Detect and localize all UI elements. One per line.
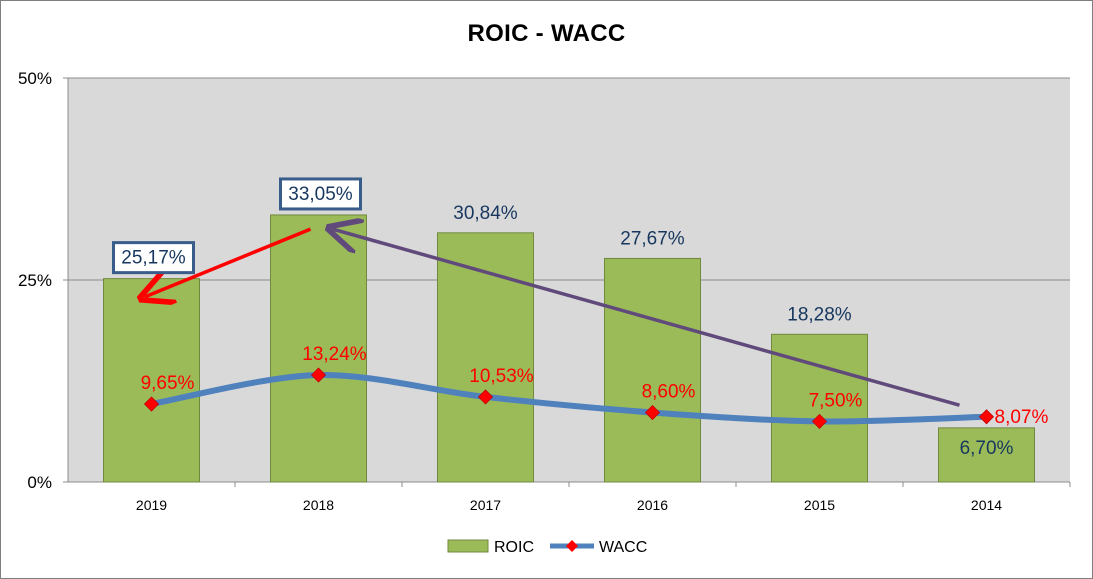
roic-bar-2016 <box>604 257 701 483</box>
roic-bar-2015 <box>771 333 868 483</box>
x-tick-label: 2018 <box>303 497 334 513</box>
roic-bar-2019 <box>103 278 200 483</box>
legend: ROIC WACC <box>447 539 647 556</box>
wacc-data-label: 10,53% <box>469 366 534 387</box>
x-axis-ticks: 2019 2018 2017 2016 2015 2014 <box>136 482 1071 513</box>
red-annotation-arrow <box>145 227 312 297</box>
highlight-box-2019 <box>112 241 195 275</box>
x-tick-label: 2019 <box>136 497 167 513</box>
x-tick-label: 2017 <box>470 497 501 513</box>
x-tick-label: 2015 <box>804 497 835 513</box>
y-tick-label: 50% <box>18 69 52 88</box>
wacc-marker-2018 <box>310 367 327 383</box>
legend-wacc-marker <box>566 540 578 552</box>
wacc-data-label: 9,65% <box>141 373 195 394</box>
wacc-marker-2017 <box>477 389 494 405</box>
roic-data-label: 25,17% <box>121 248 186 269</box>
y-tick-label: 25% <box>18 271 52 290</box>
wacc-series-line <box>148 372 990 425</box>
wacc-marker-2014 <box>978 409 995 425</box>
wacc-data-label: 7,50% <box>809 390 863 411</box>
roic-bars <box>103 214 1035 483</box>
chart-title: ROIC - WACC <box>467 20 626 47</box>
roic-data-label: 30,84% <box>453 203 518 224</box>
x-tick-label: 2016 <box>637 497 668 513</box>
wacc-marker-2019 <box>143 396 160 412</box>
roic-data-label: 6,70% <box>960 438 1014 459</box>
roic-data-label: 27,67% <box>620 228 685 249</box>
roic-data-label: 18,28% <box>787 304 852 325</box>
wacc-marker-2016 <box>644 404 661 421</box>
data-labels: 25,17% 33,05% 30,84% 27,67% 18,28% 6,70% 9,65%… <box>112 177 1049 459</box>
wacc-data-label: 8,60% <box>642 382 696 403</box>
legend-wacc-label: WACC <box>599 539 647 556</box>
roic-bar-2018 <box>270 214 367 483</box>
x-tick-label: 2014 <box>971 497 1002 513</box>
roic-bar-2014 <box>938 427 1035 483</box>
wacc-line <box>143 367 995 429</box>
roic-data-label: 33,05% <box>288 184 353 205</box>
purple-annotation-arrow <box>333 229 960 407</box>
wacc-data-label: 8,07% <box>995 407 1049 428</box>
legend-roic-swatch <box>447 539 489 553</box>
roic-bar-2017 <box>437 232 534 483</box>
wacc-data-label: 13,24% <box>302 344 367 365</box>
legend-roic-label: ROIC <box>494 539 534 556</box>
y-axis-ticks: 50% 25% 0% <box>18 69 68 492</box>
highlight-box-2018 <box>279 177 362 211</box>
wacc-marker-2015 <box>811 413 828 429</box>
y-tick-label: 0% <box>27 473 52 492</box>
annotation-arrows <box>145 227 960 407</box>
